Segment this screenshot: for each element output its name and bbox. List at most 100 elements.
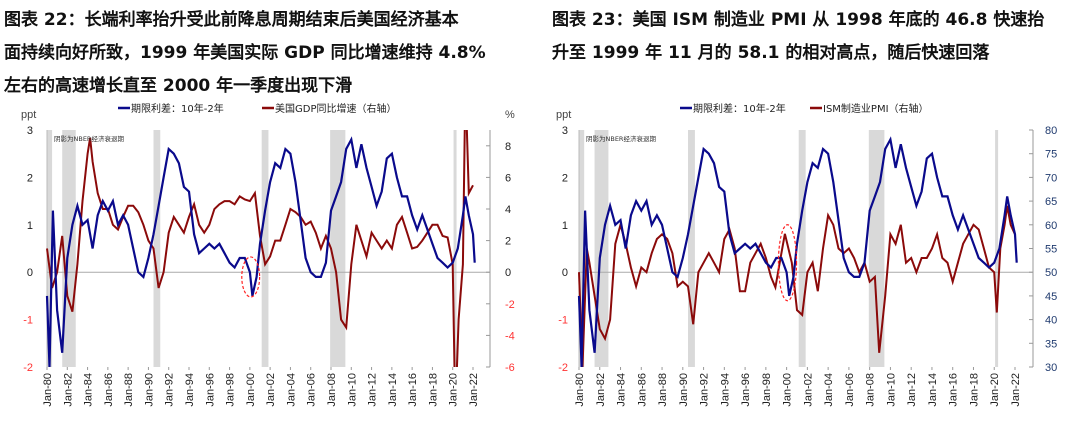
series-term-spread-line: [577, 136, 1018, 367]
x-tick-label: Jan-84: [616, 373, 628, 407]
title-line: 图表 22：长端利率抬升受此前降息周期结束后美国经济基本: [4, 10, 459, 30]
y-tick-label: -2: [23, 362, 33, 374]
right-axis-label: %: [505, 109, 515, 121]
left-axis-label: ppt: [556, 109, 571, 121]
y-tick-label: 1: [562, 220, 568, 232]
y2-tick-label: 30: [1045, 362, 1057, 374]
x-tick-label: Jan-12: [906, 373, 918, 407]
y-tick-label: -1: [23, 315, 33, 327]
y2-tick-label: 80: [1045, 125, 1057, 137]
x-tick-label: Jan-90: [678, 373, 690, 407]
x-tick-label: Jan-98: [761, 373, 773, 407]
x-tick-label: Jan-10: [346, 373, 358, 407]
x-tick-label: Jan-82: [595, 373, 607, 407]
recession-note: 阴影为NBER经济衰退期: [54, 134, 124, 143]
x-tick-label: Jan-84: [83, 373, 95, 407]
recession-band: [261, 130, 269, 367]
x-tick-label: Jan-04: [285, 373, 297, 407]
title-line: 面持续向好所致，1999 年美国实际 GDP 同比增速维持 4.8%: [4, 43, 486, 63]
y-tick-label: 2: [27, 172, 33, 184]
x-tick-label: Jan-18: [427, 373, 439, 407]
x-tick-label: Jan-08: [865, 373, 877, 407]
y2-tick-label: -4: [505, 330, 515, 342]
recession-band: [153, 130, 161, 367]
recession-note: 阴影为NBER经济衰退期: [586, 134, 656, 143]
x-tick-label: Jan-14: [387, 373, 399, 407]
x-tick-label: Jan-06: [844, 373, 856, 407]
series-right-axis-line: [578, 205, 1016, 367]
y2-tick-label: 2: [505, 236, 511, 248]
recession-band: [47, 130, 53, 367]
y2-tick-label: 55: [1045, 244, 1057, 256]
x-tick-label: Jan-90: [143, 373, 155, 407]
chart-23-title: 图表 23：美国 ISM 制造业 PMI 从 1998 年底的 46.8 快速抬…: [552, 4, 1044, 70]
x-tick-label: Jan-04: [823, 373, 835, 407]
chart-22-title: 图表 22：长端利率抬升受此前降息周期结束后美国经济基本 面持续向好所致，199…: [4, 4, 486, 103]
x-tick-label: Jan-00: [782, 373, 794, 407]
y2-tick-label: 35: [1045, 338, 1057, 350]
x-tick-label: Jan-12: [367, 373, 379, 407]
x-tick-label: Jan-98: [225, 373, 237, 407]
x-tick-label: Jan-92: [164, 373, 176, 407]
y2-tick-label: 75: [1045, 149, 1057, 161]
series-right-axis-line: [46, 130, 474, 367]
y2-tick-label: 0: [505, 267, 511, 279]
x-tick-label: Jan-96: [740, 373, 752, 407]
y-tick-label: -1: [558, 315, 568, 327]
x-tick-label: Jan-92: [699, 373, 711, 407]
title-line: 图表 23：美国 ISM 制造业 PMI 从 1998 年底的 46.8 快速抬: [552, 10, 1045, 30]
title-line: 左右的高速增长直至 2000 年一季度出现下滑: [4, 76, 353, 96]
x-tick-label: Jan-18: [968, 373, 980, 407]
legend-label: 美国GDP同比增速（右轴）: [275, 102, 396, 115]
x-tick-label: Jan-88: [657, 373, 669, 407]
y-tick-label: 3: [27, 125, 33, 137]
series-term-spread-line: [45, 136, 476, 367]
highlight-ellipse: [241, 256, 261, 298]
x-tick-label: Jan-22: [1010, 373, 1022, 407]
y2-tick-label: -6: [505, 362, 515, 374]
recession-band: [453, 130, 457, 367]
x-tick-label: Jan-80: [574, 373, 586, 407]
y-tick-label: 0: [562, 267, 568, 279]
y-tick-label: 1: [27, 220, 33, 232]
x-tick-label: Jan-08: [326, 373, 338, 407]
x-tick-label: Jan-16: [407, 373, 419, 407]
highlight-ellipse: [777, 224, 798, 302]
chart-23: 3 2 1 0 -1 -2 80 75 70 65 60 55 50 45 40 35 30 ppt Jan-80 J…: [556, 102, 1057, 407]
legend-label: 期限利差：10年-2年: [131, 102, 224, 115]
y2-tick-label: -2: [505, 299, 515, 311]
x-tick-label: Jan-02: [802, 373, 814, 407]
y2-tick-label: 60: [1045, 220, 1057, 232]
x-tick-label: Jan-16: [948, 373, 960, 407]
legend-label: 期限利差：10年-2年: [693, 102, 786, 115]
legend-label: ISM制造业PMI（右轴）: [823, 102, 929, 115]
x-tick-label: Jan-20: [989, 373, 1001, 407]
y-tick-label: 2: [562, 172, 568, 184]
x-tick-label: Jan-94: [719, 373, 731, 407]
x-tick-label: Jan-82: [62, 373, 74, 407]
x-tick-label: Jan-22: [468, 373, 480, 407]
x-tick-label: Jan-20: [448, 373, 460, 407]
x-tick-label: Jan-88: [123, 373, 135, 407]
x-tick-label: Jan-14: [927, 373, 939, 407]
recession-band: [330, 130, 346, 367]
x-tick-label: Jan-02: [265, 373, 277, 407]
y2-tick-label: 6: [505, 172, 511, 184]
left-axis-label: ppt: [21, 109, 36, 121]
x-tick-label: Jan-06: [306, 373, 318, 407]
title-line: 升至 1999 年 11 月的 58.1 的相对高点，随后快速回落: [552, 43, 990, 63]
recession-band: [868, 130, 885, 367]
x-tick-label: Jan-10: [885, 373, 897, 407]
recession-band: [995, 130, 999, 367]
y2-tick-label: 50: [1045, 267, 1057, 279]
x-tick-label: Jan-86: [636, 373, 648, 407]
recession-band: [798, 130, 806, 367]
y2-tick-label: 4: [505, 204, 511, 216]
x-tick-label: Jan-00: [245, 373, 257, 407]
recession-band: [688, 130, 695, 367]
x-tick-label: Jan-86: [103, 373, 115, 407]
y-tick-label: -2: [558, 362, 568, 374]
y-tick-label: 3: [562, 125, 568, 137]
y2-tick-label: 45: [1045, 291, 1057, 303]
